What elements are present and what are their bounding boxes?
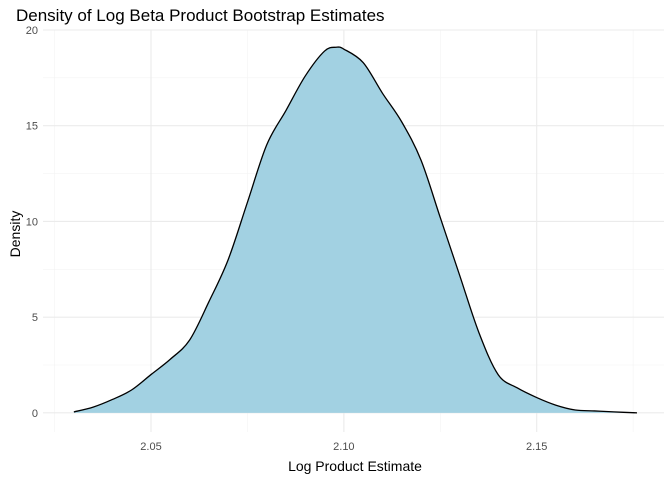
x-tick-label: 2.10 [333,441,354,453]
y-tick-label: 0 [32,408,38,420]
y-tick-label: 15 [26,121,38,133]
x-axis-title: Log Product Estimate [288,458,422,474]
chart-title: Density of Log Beta Product Bootstrap Es… [16,6,385,25]
density-curve [73,46,638,414]
y-tick-label: 5 [32,312,38,324]
y-axis-ticks: 0 5 10 15 20 [26,25,38,420]
y-tick-label: 10 [26,216,38,228]
density-area-fill [73,47,638,413]
x-axis-ticks: 2.05 2.10 2.15 [140,441,547,453]
y-tick-label: 20 [26,25,38,37]
x-tick-label: 2.05 [140,441,161,453]
y-axis-title: Density [7,211,23,258]
x-tick-label: 2.15 [526,441,547,453]
density-area-group [73,46,638,414]
